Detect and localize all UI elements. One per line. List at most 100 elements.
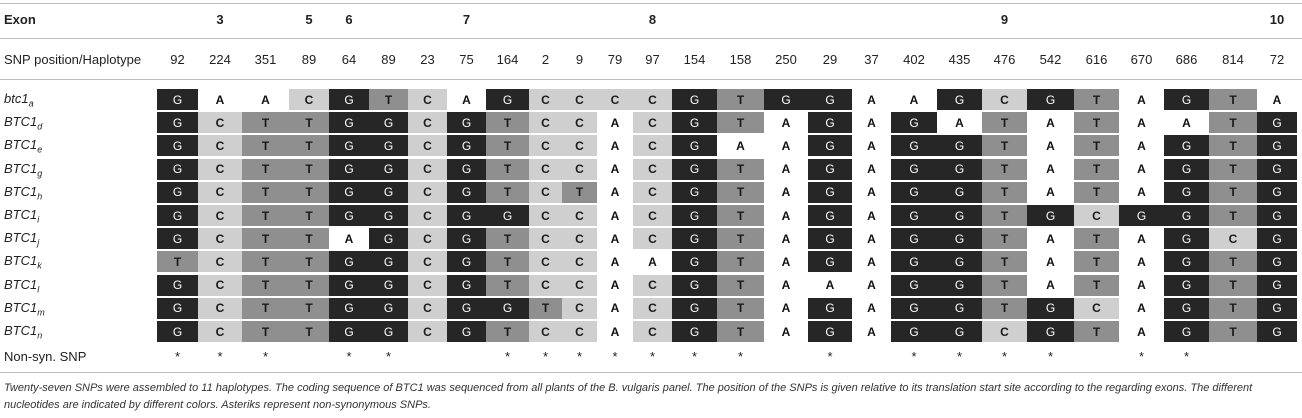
nucleotide-cell: A: [852, 135, 891, 157]
nucleotide-cell: A: [852, 112, 891, 134]
nucleotide-cell: C: [529, 89, 562, 110]
nucleotide-cell: G: [447, 274, 486, 296]
nucleotide-cell: C: [529, 228, 562, 250]
nucleotide-cell: A: [1119, 228, 1164, 250]
nucleotide-cell: G: [672, 297, 717, 319]
nucleotide-cell: G: [808, 297, 852, 319]
nucleotide-cell: G: [157, 158, 198, 180]
nucleotide-cell: G: [808, 251, 852, 273]
nonsyn-marker: *: [504, 349, 511, 364]
nucleotide-cell: T: [486, 274, 529, 296]
nucleotide-cell: G: [1027, 321, 1074, 342]
nucleotide-cell: G: [672, 274, 717, 296]
nucleotide-cell: G: [808, 135, 852, 157]
nucleotide-cell: G: [1164, 321, 1209, 342]
nucleotide-cell: G: [157, 112, 198, 134]
snp-position: 154: [683, 52, 706, 67]
haplotype-label: btc1a: [4, 91, 34, 109]
nucleotide-cell: T: [289, 181, 329, 203]
nucleotide-cell: G: [369, 228, 408, 250]
nucleotide-cell: A: [764, 228, 808, 250]
nucleotide-cell: C: [408, 274, 447, 296]
exon-header: Exon: [4, 12, 36, 27]
nucleotide-cell: C: [982, 321, 1027, 342]
haplotype-label: BTC1e: [4, 137, 42, 155]
haplotype-name: BTC1: [4, 207, 38, 222]
nucleotide-cell: C: [529, 274, 562, 296]
nucleotide-cell: G: [1257, 112, 1297, 134]
nucleotide-cell: T: [1074, 89, 1119, 110]
nucleotide-cell: C: [408, 158, 447, 180]
nucleotide-cell: C: [633, 135, 672, 157]
nucleotide-cell: G: [329, 205, 369, 226]
nucleotide-cell: A: [597, 158, 633, 180]
nucleotide-cell: A: [852, 181, 891, 203]
nucleotide-cell: G: [1257, 158, 1297, 180]
nucleotide-cell: G: [157, 228, 198, 250]
nucleotide-cell: T: [486, 321, 529, 342]
nucleotide-cell: T: [289, 158, 329, 180]
nucleotide-cell: T: [157, 251, 198, 273]
nucleotide-cell: G: [672, 205, 717, 226]
nucleotide-cell: T: [1074, 158, 1119, 180]
nucleotide-cell: T: [1074, 112, 1119, 134]
exon-number: 9: [1000, 12, 1009, 27]
nucleotide-cell: C: [1074, 297, 1119, 319]
nucleotide-cell: G: [672, 135, 717, 157]
snp-position: 670: [1130, 52, 1153, 67]
nucleotide-cell: A: [1027, 158, 1074, 180]
nucleotide-cell: G: [1257, 274, 1297, 296]
nonsyn-marker: *: [542, 349, 549, 364]
nucleotide-cell: C: [562, 89, 597, 110]
exon-number: 8: [648, 12, 657, 27]
nucleotide-cell: A: [764, 112, 808, 134]
nucleotide-cell: G: [1257, 181, 1297, 203]
nucleotide-cell: G: [369, 135, 408, 157]
nucleotide-cell: T: [982, 297, 1027, 319]
nucleotide-cell: G: [369, 158, 408, 180]
nucleotide-cell: A: [597, 181, 633, 203]
nucleotide-cell: T: [289, 112, 329, 134]
nucleotide-cell: A: [1119, 297, 1164, 319]
nonsyn-marker: *: [1138, 349, 1145, 364]
nucleotide-cell: G: [1257, 228, 1297, 250]
nucleotide-cell: C: [562, 251, 597, 273]
nucleotide-cell: G: [486, 205, 529, 226]
nucleotide-cell: G: [157, 321, 198, 342]
nucleotide-cell: A: [1027, 274, 1074, 296]
nonsyn-marker: *: [1047, 349, 1054, 364]
nucleotide-cell: G: [937, 228, 982, 250]
nucleotide-cell: A: [597, 274, 633, 296]
haplotype-name: BTC1: [4, 160, 38, 176]
nucleotide-cell: G: [891, 158, 937, 180]
nonsyn-marker: *: [346, 349, 352, 364]
snp-position: 351: [254, 52, 277, 67]
nucleotide-cell: T: [1074, 135, 1119, 157]
nucleotide-cell: T: [1074, 228, 1119, 250]
haplotype-subscript: a: [28, 98, 34, 109]
nucleotide-cell: G: [891, 274, 937, 296]
nucleotide-cell: A: [597, 297, 633, 319]
snp-position: 37: [864, 52, 879, 67]
nucleotide-cell: G: [891, 321, 937, 342]
nucleotide-cell: C: [198, 297, 242, 319]
nucleotide-cell: G: [672, 251, 717, 273]
haplotype-label: BTC1h: [4, 184, 42, 202]
nucleotide-cell: G: [891, 251, 937, 273]
nonsyn-marker: *: [1183, 349, 1190, 364]
nucleotide-cell: T: [1074, 274, 1119, 296]
nucleotide-cell: A: [852, 297, 891, 319]
nucleotide-cell: G: [1257, 135, 1297, 157]
haplotype-label: BTC1i: [4, 207, 39, 225]
nucleotide-cell: G: [891, 135, 937, 157]
nucleotide-cell: T: [982, 251, 1027, 273]
nucleotide-cell: G: [369, 112, 408, 134]
nucleotide-cell: C: [562, 205, 597, 226]
snp-position: 64: [341, 52, 357, 67]
haplotype-name: BTC1: [4, 230, 38, 246]
nucleotide-cell: G: [329, 251, 369, 273]
nucleotide-cell: G: [1257, 321, 1297, 342]
nucleotide-cell: A: [597, 321, 633, 342]
nucleotide-cell: G: [672, 228, 717, 250]
